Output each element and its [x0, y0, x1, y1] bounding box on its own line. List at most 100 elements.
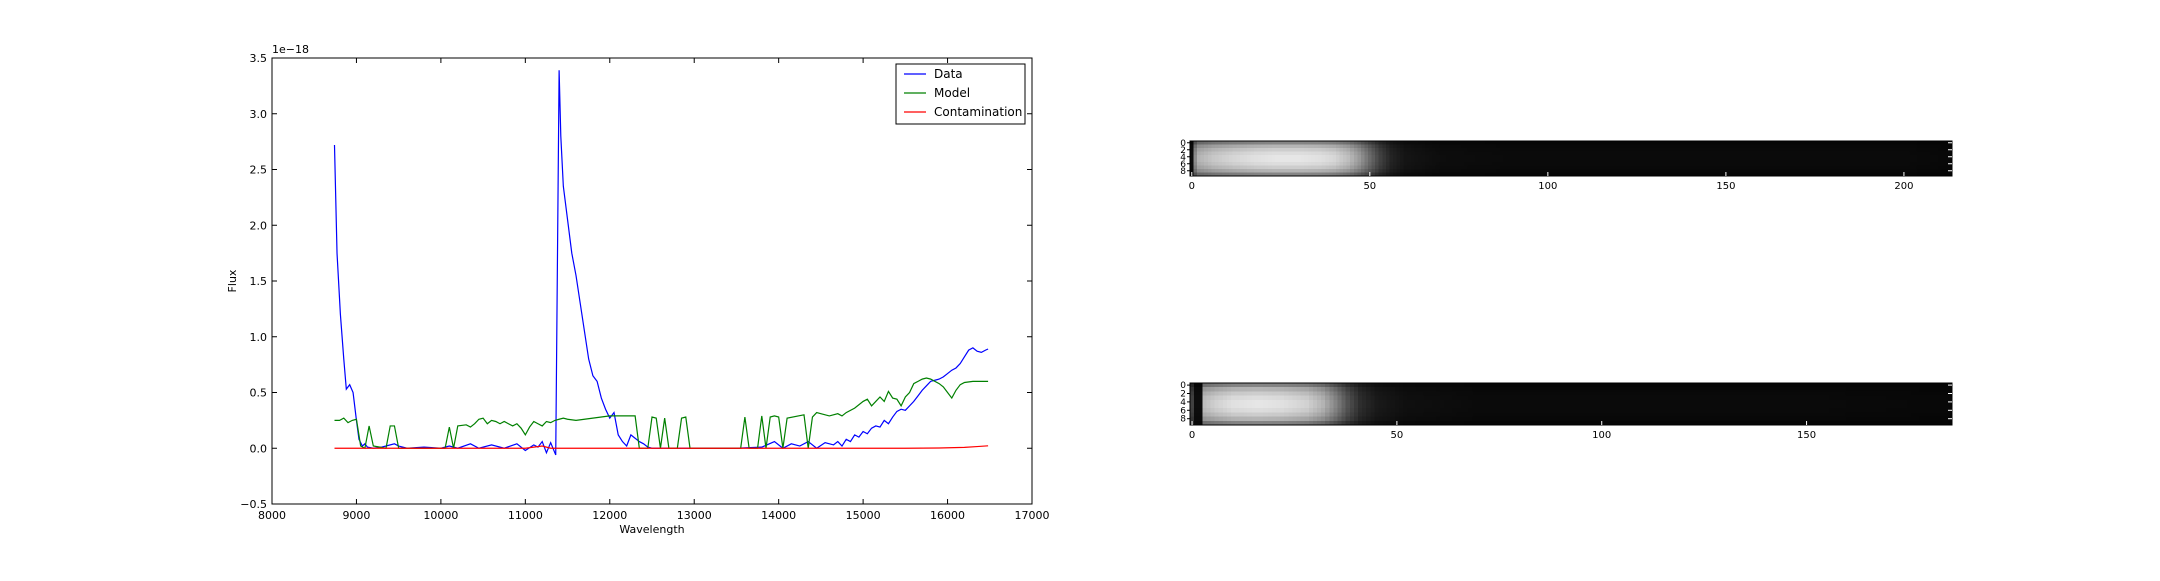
image-pixel: [1667, 158, 1672, 163]
image-pixel: [1346, 155, 1351, 159]
image-pixel: [1374, 412, 1379, 417]
image-pixel: [1468, 412, 1474, 417]
image-pixel: [1531, 169, 1536, 173]
image-pixel: [1480, 395, 1486, 401]
image-pixel: [1820, 412, 1826, 417]
image-pixel: [1243, 399, 1248, 405]
image-pixel: [1378, 395, 1383, 401]
image-pixel: [1685, 399, 1691, 405]
image-pixel: [1349, 412, 1355, 417]
image-pixel: [1493, 395, 1498, 401]
image-pixel: [1292, 408, 1297, 413]
image-pixel: [1341, 404, 1347, 409]
image-pixel: [1816, 162, 1821, 166]
image-pixel: [1944, 158, 1949, 163]
image-pixel: [1446, 141, 1451, 145]
image-pixel: [1386, 387, 1392, 392]
image-pixel: [1509, 412, 1515, 417]
image-pixel: [1788, 169, 1793, 173]
image-pixel: [1930, 151, 1935, 156]
image-pixel: [1657, 391, 1662, 396]
image-pixel: [1667, 162, 1672, 166]
image-pixel: [1489, 172, 1494, 177]
image-pixel: [1685, 420, 1691, 426]
image-pixel: [1624, 420, 1629, 426]
image-pixel: [1446, 148, 1451, 152]
image-pixel: [1284, 399, 1289, 405]
image-pixel: [1467, 162, 1472, 166]
image-pixel: [1635, 155, 1640, 159]
image-pixel: [1887, 165, 1892, 170]
image-pixel: [1332, 162, 1337, 166]
image-pixel: [1251, 420, 1256, 426]
image-pixel: [1496, 144, 1501, 149]
image-pixel: [1855, 165, 1860, 170]
image-pixel: [1296, 155, 1301, 159]
image-pixel: [1360, 162, 1365, 166]
image-pixel: [1280, 395, 1285, 401]
image-pixel: [1620, 416, 1625, 422]
image-pixel: [1752, 165, 1757, 170]
image-pixel: [1927, 172, 1932, 177]
image-pixel: [1865, 408, 1871, 413]
image-pixel: [1357, 412, 1363, 417]
image-pixel: [1948, 158, 1953, 163]
image-pixel: [1841, 144, 1846, 149]
image-pixel: [1268, 172, 1273, 177]
image-pixel: [1816, 172, 1821, 177]
image-pixel: [1798, 158, 1803, 163]
image-pixel: [1855, 148, 1860, 152]
image-pixel: [1710, 408, 1715, 413]
image-pixel: [1755, 395, 1760, 401]
image-pixel: [1841, 420, 1846, 426]
image-pixel: [1517, 383, 1523, 388]
image-pixel: [1460, 165, 1465, 170]
image-pixel: [1862, 144, 1867, 149]
image-pixel: [1923, 155, 1928, 159]
image-pixel: [1378, 404, 1383, 409]
image-pixel: [1503, 172, 1508, 177]
image-pixel: [1882, 395, 1887, 401]
image-pixel: [1499, 165, 1504, 170]
image-pixel: [1460, 383, 1465, 388]
image-pixel: [1788, 383, 1793, 388]
image-pixel: [1716, 172, 1721, 177]
image-pixel: [1382, 144, 1387, 149]
image-pixel: [1239, 404, 1244, 409]
image-pixel: [1531, 144, 1536, 149]
image-pixel: [1855, 144, 1860, 149]
image-pixel: [1232, 144, 1237, 149]
image-pixel: [1731, 158, 1736, 163]
image-pixel: [1792, 395, 1797, 401]
image-pixel: [1503, 151, 1508, 156]
image-pixel: [1403, 144, 1408, 149]
image-pixel: [1243, 387, 1248, 392]
image-pixel: [1771, 412, 1777, 417]
image-pixel: [1214, 165, 1219, 170]
image-pixel: [1442, 151, 1447, 156]
image-pixel: [1410, 141, 1415, 145]
image-pixel: [1592, 165, 1597, 170]
image-pixel: [1610, 158, 1615, 163]
image-pixel: [1809, 155, 1814, 159]
y-axis-label: Flux: [226, 269, 239, 292]
image-pixel: [1497, 395, 1502, 401]
image-pixel: [1501, 387, 1506, 392]
image-pixel: [1337, 420, 1342, 426]
image-pixel: [1398, 404, 1404, 409]
image-pixel: [1911, 408, 1916, 413]
image-pixel: [1784, 162, 1789, 166]
image-pixel: [1506, 169, 1511, 173]
image-pixel: [1702, 391, 1707, 396]
image-pixel: [1307, 144, 1312, 149]
image-pixel: [1304, 383, 1310, 388]
image-pixel: [1663, 172, 1668, 177]
image-pixel: [1591, 383, 1596, 388]
image-pixel: [1193, 158, 1198, 163]
image-pixel: [1624, 151, 1629, 156]
image-pixel: [1617, 169, 1622, 173]
image-pixel: [1628, 412, 1633, 417]
image-pixel: [1229, 148, 1234, 152]
image-pixel: [1578, 172, 1583, 177]
image-pixel: [1770, 155, 1775, 159]
